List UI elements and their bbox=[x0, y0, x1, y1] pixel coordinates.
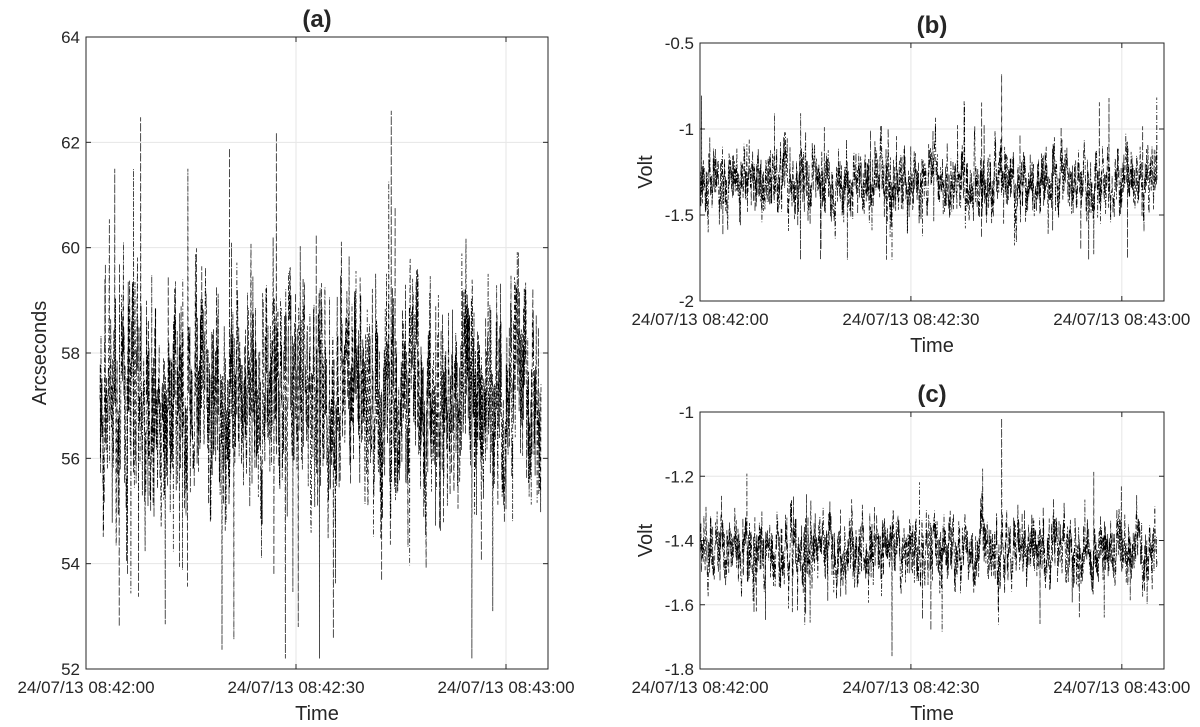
x-axis-label: Time bbox=[295, 703, 339, 725]
x-tick-label: 24/07/13 08:42:00 bbox=[17, 678, 154, 697]
x-tick-label: 24/07/13 08:42:30 bbox=[227, 678, 364, 697]
axes-frame bbox=[699, 42, 1165, 302]
y-tick-label: -1.2 bbox=[665, 467, 694, 486]
y-tick-label: 56 bbox=[61, 449, 80, 468]
y-tick-label: 60 bbox=[61, 239, 80, 258]
panel-title: (c) bbox=[917, 381, 946, 408]
y-tick-label: -1 bbox=[679, 120, 694, 139]
series-line bbox=[99, 110, 542, 659]
y-axis-label: Volt bbox=[635, 523, 657, 557]
x-tick-label: 24/07/13 08:42:30 bbox=[842, 310, 979, 329]
series-line bbox=[699, 73, 1158, 260]
x-tick-label: 24/07/13 08:42:00 bbox=[631, 678, 768, 697]
y-tick-label: 62 bbox=[61, 133, 80, 152]
x-tick-label: 24/07/13 08:42:00 bbox=[631, 310, 768, 329]
y-axis-label: Volt bbox=[635, 155, 657, 189]
panel-a: 52 54 56 58 60 62 64 24/07/13 08:42:00 24/07/13 … bbox=[17, 6, 574, 725]
x-tick-label: 24/07/13 08:43:00 bbox=[1053, 310, 1190, 329]
panel-b: -2 -1.5 -1 -0.5 24/07/13 08:42:00 24/07/13 08… bbox=[631, 12, 1190, 357]
y-tick-label: -1.8 bbox=[665, 660, 694, 679]
x-tick-label: 24/07/13 08:42:30 bbox=[842, 678, 979, 697]
y-tick-label: 58 bbox=[61, 344, 80, 363]
x-tick-label: 24/07/13 08:43:00 bbox=[1053, 678, 1190, 697]
y-tick-label: -1 bbox=[679, 403, 694, 422]
panel-title: (a) bbox=[302, 6, 331, 33]
y-tick-label: -0.5 bbox=[665, 34, 694, 53]
y-tick-label: 64 bbox=[61, 28, 80, 47]
axes-frame bbox=[699, 411, 1165, 670]
x-axis-label: Time bbox=[910, 703, 954, 725]
x-axis-label: Time bbox=[910, 335, 954, 357]
y-tick-label: -1.6 bbox=[665, 596, 694, 615]
series-line bbox=[699, 418, 1158, 657]
y-axis-label: Arcseconds bbox=[29, 301, 51, 406]
y-tick-label: -2 bbox=[679, 292, 694, 311]
axes-frame bbox=[85, 36, 549, 670]
y-tick-label: -1.5 bbox=[665, 206, 694, 225]
y-tick-label: -1.4 bbox=[665, 532, 694, 551]
y-tick-label: 52 bbox=[61, 660, 80, 679]
panel-title: (b) bbox=[917, 12, 948, 39]
y-tick-label: 54 bbox=[61, 555, 80, 574]
x-tick-label: 24/07/13 08:43:00 bbox=[437, 678, 574, 697]
panel-c: -1.8 -1.6 -1.4 -1.2 -1 24/07/13 08:42:00 24/07… bbox=[631, 381, 1190, 725]
